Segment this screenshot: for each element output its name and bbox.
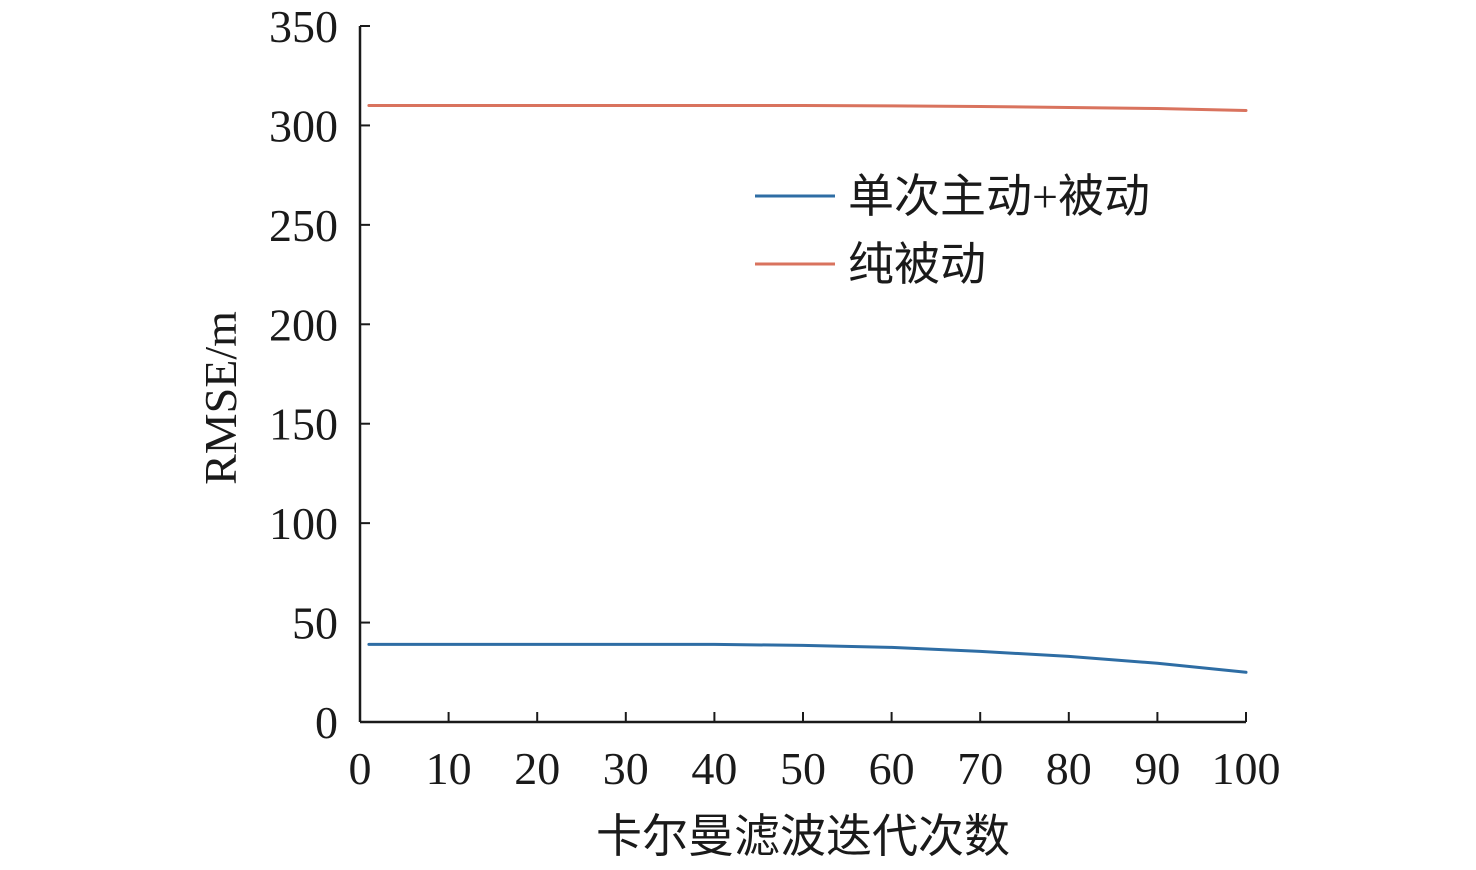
y-tick-label: 150 [269, 399, 338, 450]
y-tick-label: 0 [315, 697, 338, 748]
plot-series [367, 104, 1248, 674]
x-tick-label: 90 [1134, 743, 1180, 794]
x-tick-label: 20 [514, 743, 560, 794]
y-ticks: 0 50 100 150 200 250 300 350 [269, 1, 370, 748]
y-tick-label: 100 [269, 498, 338, 549]
x-axis-title: 卡尔曼滤波迭代次数 [596, 811, 1010, 862]
x-tick-label: 40 [691, 743, 737, 794]
x-tick-label: 30 [603, 743, 649, 794]
x-tick-label: 10 [426, 743, 472, 794]
x-tick-label: 60 [869, 743, 915, 794]
y-tick-label: 350 [269, 1, 338, 52]
legend-label-1: 单次主动+被动 [848, 171, 1150, 222]
y-tick-label: 50 [292, 598, 338, 649]
y-tick-label: 300 [269, 100, 338, 151]
x-tick-label: 70 [957, 743, 1003, 794]
x-tick-label: 80 [1046, 743, 1092, 794]
series-line-2 [367, 104, 1248, 112]
x-tick-label: 0 [349, 743, 372, 794]
x-tick-label: 50 [780, 743, 826, 794]
legend-label-2: 纯被动 [848, 239, 986, 290]
y-axis-title: RMSE/m [195, 311, 246, 485]
y-tick-label: 250 [269, 200, 338, 251]
x-tick-label: 100 [1212, 743, 1281, 794]
x-ticks: 0 10 20 30 40 50 60 70 80 90 100 [349, 712, 1281, 794]
series-line-1 [367, 642, 1248, 674]
y-tick-label: 200 [269, 299, 338, 350]
axes [358, 26, 1246, 724]
